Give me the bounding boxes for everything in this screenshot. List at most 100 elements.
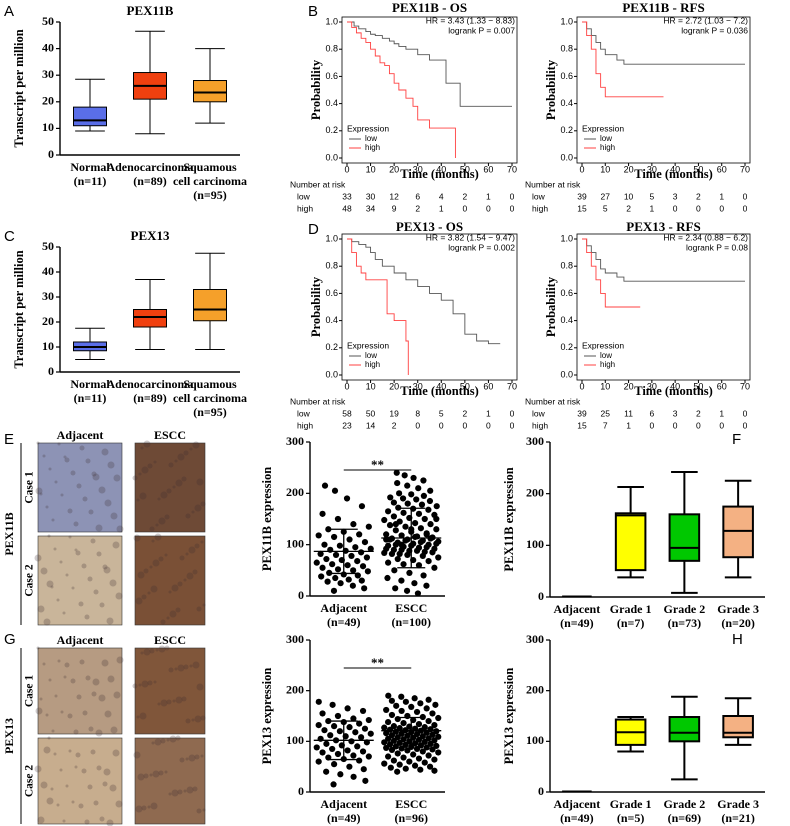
risk-count: 33 xyxy=(342,191,352,201)
image-texture xyxy=(46,797,54,805)
y-tick-label: 0 xyxy=(538,589,544,603)
box xyxy=(722,715,754,739)
image-texture xyxy=(74,765,78,769)
image-texture xyxy=(99,816,105,822)
y-tick-label: 0.2 xyxy=(325,342,338,352)
image-texture xyxy=(140,651,144,655)
image-texture xyxy=(139,492,147,500)
image-texture xyxy=(65,573,69,577)
image-texture xyxy=(67,508,73,514)
data-point xyxy=(350,521,357,528)
image-texture xyxy=(112,749,120,757)
image-texture xyxy=(177,664,185,672)
image-texture xyxy=(88,509,94,515)
image-texture xyxy=(147,680,153,686)
y-tick-label: 200 xyxy=(286,682,304,696)
image-texture xyxy=(91,471,97,477)
image-column-label: ESCC xyxy=(154,428,186,442)
data-point xyxy=(337,580,344,587)
risk-count: 0 xyxy=(510,191,515,201)
data-point xyxy=(330,781,337,788)
image-texture xyxy=(153,460,157,464)
annotation: logrank P = 0.002 xyxy=(448,242,515,252)
data-point xyxy=(332,551,340,559)
image-texture xyxy=(54,694,58,698)
y-axis-label: Probability xyxy=(544,59,558,120)
image-texture xyxy=(45,505,49,509)
image-texture xyxy=(40,781,48,789)
image-texture xyxy=(202,808,206,812)
data-point xyxy=(427,487,434,494)
risk-count: 1 xyxy=(486,408,491,418)
data-point xyxy=(334,750,342,758)
data-point xyxy=(331,723,338,730)
data-point xyxy=(344,705,351,712)
data-point xyxy=(336,728,343,735)
image-texture xyxy=(166,738,170,742)
y-tick-label: 0.8 xyxy=(560,44,573,54)
y-tick-label: 10 xyxy=(42,120,54,134)
data-point xyxy=(415,510,423,517)
survival-curve xyxy=(582,21,664,98)
data-point xyxy=(404,747,411,754)
x-tick-label: Adjacent (n=49) xyxy=(553,602,601,630)
data-point xyxy=(433,526,440,533)
x-tick-label: Adenocarcinoma (n=89) xyxy=(106,377,194,405)
data-point xyxy=(383,744,390,752)
image-texture xyxy=(47,534,51,538)
data-point xyxy=(408,491,415,498)
risk-count: 0 xyxy=(510,203,515,213)
image-texture xyxy=(93,589,99,595)
image-texture xyxy=(169,610,177,618)
annotation: logrank P = 0.007 xyxy=(448,25,515,35)
image-texture xyxy=(70,470,76,476)
data-point xyxy=(396,761,403,768)
data-point xyxy=(431,756,438,763)
risk-count: 34 xyxy=(366,203,376,213)
image-group-label: PEX13 xyxy=(2,718,16,754)
box xyxy=(668,716,701,743)
image-texture xyxy=(101,448,109,456)
x-axis-label: Time (months) xyxy=(400,384,479,398)
image-texture xyxy=(196,683,204,691)
y-tick-label: 0.6 xyxy=(325,71,338,81)
data-point xyxy=(321,727,328,734)
y-tick-label: 0.0 xyxy=(325,152,338,162)
data-point xyxy=(425,717,432,725)
image-texture xyxy=(177,789,183,795)
risk-title: Number at risk xyxy=(290,396,346,406)
data-point xyxy=(321,541,328,548)
data-point xyxy=(431,564,438,571)
panel-letter: E xyxy=(4,431,14,448)
data-point xyxy=(406,569,413,577)
image-texture xyxy=(78,803,84,809)
image-texture xyxy=(151,539,155,543)
data-point xyxy=(352,729,359,736)
y-tick-label: 0.6 xyxy=(560,288,573,298)
x-tick-label: 0 xyxy=(344,164,349,174)
data-point xyxy=(423,582,430,589)
image-texture xyxy=(138,683,142,687)
image-texture xyxy=(157,702,161,706)
y-tick-label: 0.0 xyxy=(560,369,573,379)
image-texture xyxy=(98,694,106,702)
image-column-label: Adjacent xyxy=(57,428,104,442)
data-point xyxy=(361,539,369,546)
data-point xyxy=(330,587,338,594)
image-texture xyxy=(59,560,63,564)
image-row-label: Case 2 xyxy=(24,564,36,597)
y-tick-label: 1.0 xyxy=(325,16,338,26)
box xyxy=(133,309,167,328)
data-point xyxy=(404,500,411,507)
y-tick-label: 0 xyxy=(48,364,54,378)
x-tick-label: 30 xyxy=(647,381,657,391)
data-point xyxy=(329,745,336,753)
image-texture xyxy=(168,667,174,673)
risk-count: 3 xyxy=(673,408,678,418)
significance: ** xyxy=(371,457,384,472)
risk-count: 5 xyxy=(649,191,654,201)
image-texture xyxy=(56,598,60,602)
data-point xyxy=(348,552,355,560)
data-point xyxy=(383,531,390,538)
risk-count: 0 xyxy=(673,203,678,213)
